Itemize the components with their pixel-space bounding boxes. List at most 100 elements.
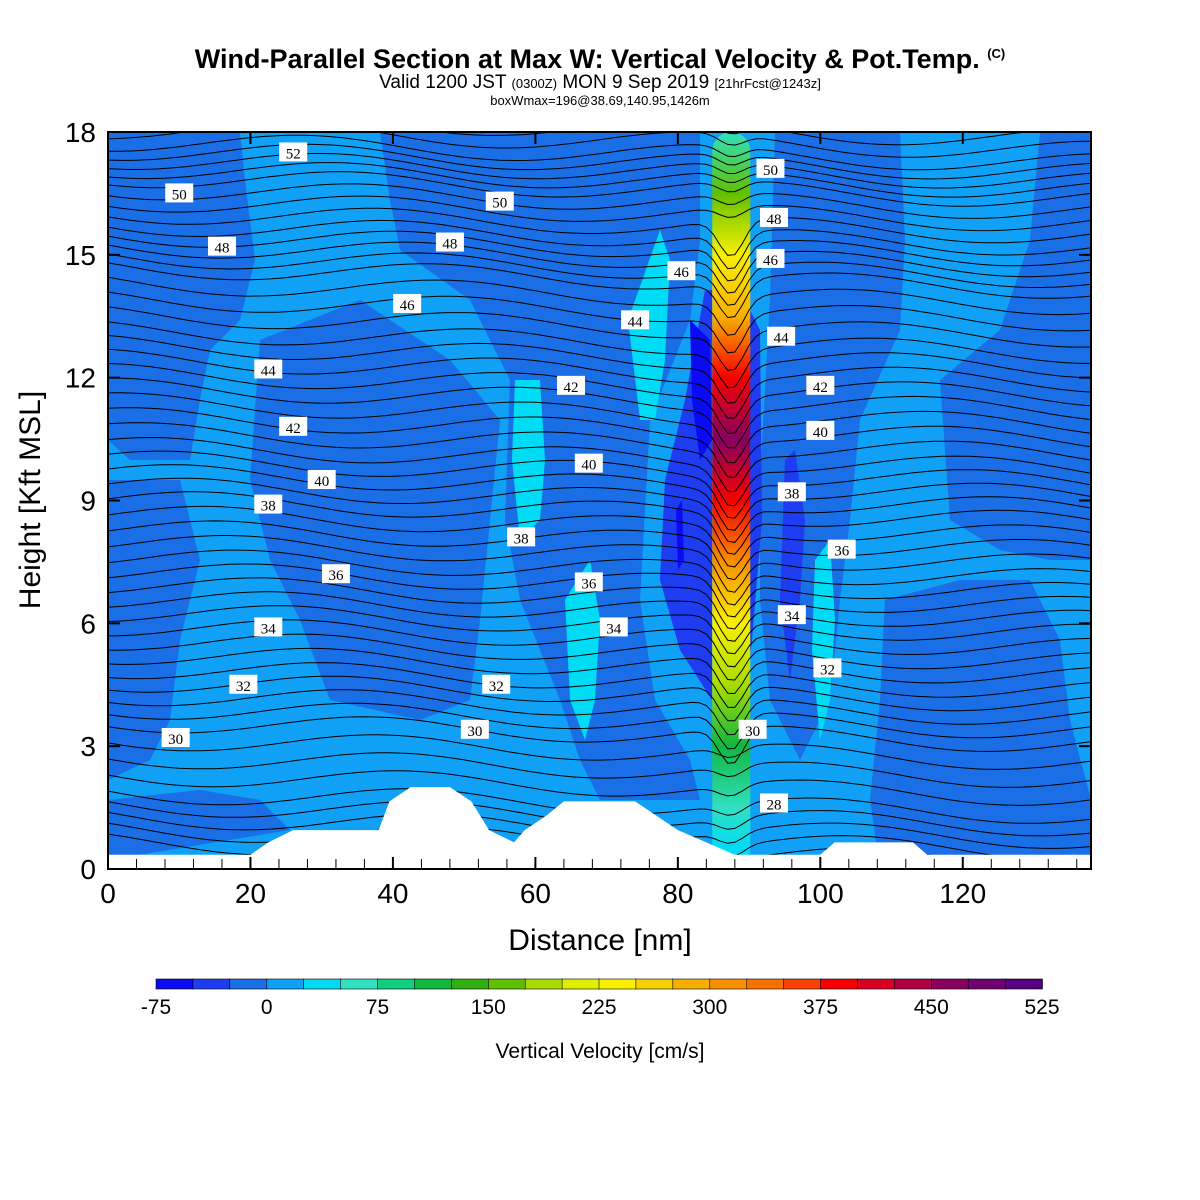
theta-label: 30	[738, 719, 767, 740]
colorbar-swatch	[524, 978, 563, 990]
x-axis: 0 20 40 60 80 100 120	[100, 132, 986, 909]
theta-label: 48	[435, 232, 464, 253]
colorbar-swatch	[487, 978, 526, 990]
colorbar-swatch	[672, 978, 711, 990]
colorbar-swatch	[155, 978, 194, 990]
svg-text:42: 42	[286, 421, 301, 437]
svg-text:40: 40	[813, 425, 828, 441]
theta-label: 50	[756, 158, 785, 179]
theta-label: 42	[806, 375, 835, 396]
colorbar-swatch	[820, 978, 859, 990]
colorbar-swatch	[967, 978, 1006, 990]
chart-subtitle: Valid 1200 JST (0300Z) MON 9 Sep 2019 [2…	[379, 72, 821, 93]
svg-text:40: 40	[581, 458, 596, 474]
theta-label: 50	[485, 191, 514, 212]
x-tick-label: 40	[377, 878, 408, 909]
svg-text:30: 30	[467, 724, 482, 740]
x-tick-label: 100	[797, 878, 844, 909]
y-tick-label: 12	[65, 363, 96, 394]
y-tick-label: 15	[65, 240, 96, 271]
colorbar-swatch	[229, 978, 268, 990]
colorbar-tick-label: -75	[141, 996, 171, 1019]
colorbar-swatch	[377, 978, 416, 990]
colorbar-swatch	[857, 978, 896, 990]
x-tick-label: 60	[520, 878, 551, 909]
svg-text:38: 38	[514, 531, 529, 547]
y-tick-label: 18	[65, 117, 96, 148]
svg-text:36: 36	[581, 576, 597, 592]
x-tick-label: 0	[100, 878, 116, 909]
svg-text:46: 46	[674, 265, 690, 281]
theta-label: 38	[254, 494, 283, 515]
theta-label: 46	[393, 293, 422, 314]
theta-label: 34	[777, 605, 806, 625]
colorbar-swatch	[1004, 978, 1043, 990]
terrain	[108, 787, 1091, 869]
x-tick-label: 80	[662, 878, 693, 909]
svg-text:52: 52	[286, 146, 301, 162]
subsidence-region	[250, 300, 500, 720]
theta-label: 30	[460, 719, 489, 740]
vertical-velocity-field: 52 50 50 50 48 48 48 46 46 46 44 44 44 42 42 42 40 40 40 38…	[108, 132, 1091, 869]
colorbar-swatch	[414, 978, 453, 990]
theta-label: 50	[165, 183, 194, 203]
colorbar-swatch	[930, 978, 969, 990]
svg-text:44: 44	[628, 314, 644, 330]
svg-text:50: 50	[763, 163, 778, 179]
colorbar-label: Vertical Velocity [cm/s]	[496, 1040, 705, 1063]
theta-label: 36	[321, 564, 350, 584]
colorbar-swatch	[783, 978, 822, 990]
x-axis-label: Distance [nm]	[508, 924, 691, 957]
y-tick-label: 6	[80, 608, 96, 639]
svg-text:48: 48	[442, 237, 457, 253]
y-tick-label: 3	[80, 731, 96, 762]
svg-text:38: 38	[784, 486, 799, 502]
svg-text:32: 32	[489, 679, 504, 695]
copyright-mark: (C)	[987, 46, 1006, 61]
theta-label: 32	[813, 658, 842, 678]
svg-text:34: 34	[606, 621, 622, 637]
colorbar-swatch	[893, 978, 932, 990]
colorbar-swatch	[340, 978, 379, 990]
colorbar-swatch	[635, 978, 674, 990]
chart-title: Wind-Parallel Section at Max W: Vertical…	[194, 44, 1006, 74]
y-tick-label: 0	[80, 854, 96, 885]
updraft-pocket	[812, 540, 835, 740]
colorbar-tick-label: 300	[692, 996, 727, 1019]
theta-label: 28	[760, 793, 789, 813]
svg-text:30: 30	[168, 732, 183, 748]
chart-boxmax: boxWmax=196@38.69,140.95,1426m	[490, 93, 710, 108]
theta-label: 36	[827, 539, 856, 560]
svg-text:46: 46	[763, 253, 779, 269]
svg-text:36: 36	[328, 568, 344, 584]
svg-text:48: 48	[214, 241, 229, 257]
svg-text:34: 34	[261, 621, 277, 637]
theta-label: 30	[161, 727, 190, 748]
colorbar-swatch	[192, 978, 231, 990]
svg-text:48: 48	[767, 212, 782, 228]
colorbar-swatch	[746, 978, 785, 990]
theta-label: 44	[767, 326, 796, 347]
theta-label: 40	[806, 420, 835, 441]
colorbar-tick-label: 450	[914, 996, 949, 1019]
theta-label: 36	[574, 572, 603, 592]
svg-text:34: 34	[784, 609, 800, 625]
x-tick-label: 20	[235, 878, 266, 909]
theta-label: 46	[756, 248, 785, 269]
svg-text:46: 46	[400, 298, 416, 314]
svg-text:28: 28	[767, 797, 782, 813]
theta-label: 32	[482, 674, 511, 695]
theta-label: 40	[307, 470, 336, 490]
colorbar: -75 0 75 150 225 300 375 450 525	[141, 978, 1060, 1019]
subsidence-region	[108, 132, 255, 460]
colorbar-swatch	[266, 978, 305, 990]
x-tick-label: 120	[939, 878, 986, 909]
theta-label: 44	[621, 310, 650, 330]
theta-label: 42	[557, 375, 586, 396]
svg-text:42: 42	[564, 380, 579, 396]
y-axis-label: Height [Kft MSL]	[14, 391, 47, 609]
colorbar-tick-label: 150	[471, 996, 506, 1019]
svg-text:32: 32	[236, 679, 251, 695]
